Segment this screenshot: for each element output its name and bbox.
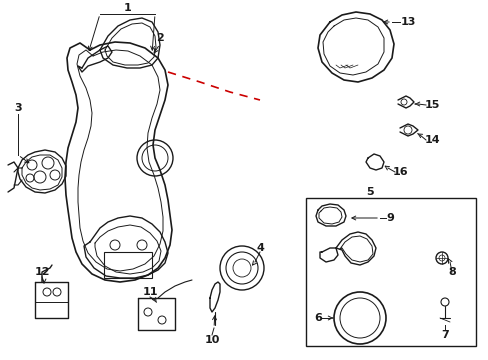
Text: 14: 14 (423, 135, 439, 145)
Text: 12: 12 (34, 267, 50, 277)
Text: 7: 7 (440, 330, 448, 340)
Text: 3: 3 (14, 103, 22, 113)
Text: 13: 13 (400, 17, 415, 27)
Text: 11: 11 (142, 287, 158, 297)
Bar (305, 198, 475, 346)
Text: 15: 15 (424, 100, 439, 110)
Text: 4: 4 (256, 243, 264, 253)
Text: 8: 8 (447, 267, 455, 277)
Text: 1: 1 (124, 3, 132, 13)
Bar (104, 252, 152, 278)
Text: 10: 10 (204, 335, 219, 345)
Text: 9: 9 (385, 213, 393, 223)
Text: 6: 6 (313, 313, 321, 323)
Text: 2: 2 (156, 33, 163, 43)
Text: 16: 16 (391, 167, 407, 177)
Text: 5: 5 (366, 187, 373, 197)
